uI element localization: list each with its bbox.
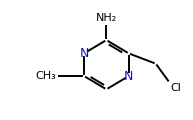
Text: N: N — [124, 69, 134, 83]
Text: NH₂: NH₂ — [96, 13, 117, 23]
Text: Cl: Cl — [171, 83, 182, 93]
Text: CH₃: CH₃ — [36, 71, 56, 81]
Text: N: N — [79, 47, 89, 60]
